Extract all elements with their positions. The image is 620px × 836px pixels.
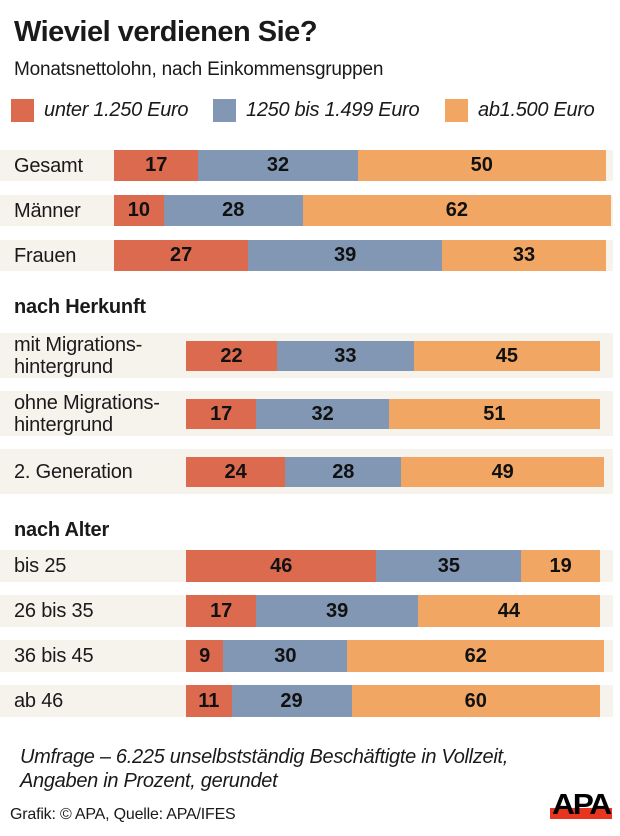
bar-row-ohne-migrationshintergrund: ohne Migrations- hintergrund 17 32 51	[0, 391, 613, 436]
bar-segment-ab-1500: 62	[347, 640, 605, 672]
bar-row-mit-migrationshintergrund: mit Migrations- hintergrund 22 33 45	[0, 333, 613, 378]
apa-logo: APA	[550, 789, 613, 821]
bar-segment-1250-1499: 32	[198, 150, 358, 181]
row-label: 26 bis 35	[14, 600, 94, 622]
bar-segment-ab-1500: 19	[521, 550, 600, 582]
legend-swatch-orange	[445, 98, 468, 122]
bar-segment-ab-1500: 33	[442, 240, 607, 271]
bar-segment-under-1250: 22	[186, 341, 278, 371]
bar-row-26-bis-35: 26 bis 35 17 39 44	[0, 595, 613, 627]
credit-line: Grafik: © APA, Quelle: APA/IFES	[10, 806, 236, 823]
bar-segment-ab-1500: 62	[302, 195, 611, 226]
stacked-bar: 17 32 51	[186, 399, 600, 429]
legend: unter 1.250 Euro 1250 bis 1.499 Euro ab1…	[0, 97, 620, 123]
stacked-bar: 24 28 49	[186, 457, 605, 487]
bar-segment-under-1250: 9	[186, 640, 224, 672]
chart-title: Wieviel verdienen Sie?	[14, 16, 318, 48]
apa-logo-text: APA	[552, 789, 612, 821]
footnote: Umfrage – 6.225 unselbstständig Beschäft…	[20, 746, 509, 792]
row-label: 2. Generation	[14, 460, 133, 483]
legend-label: 1250 bis 1.499 Euro	[246, 98, 420, 121]
bar-segment-under-1250: 11	[186, 685, 232, 717]
bar-segment-under-1250: 17	[114, 150, 199, 181]
row-label: 36 bis 45	[14, 645, 94, 667]
stacked-bar: 11 29 60	[186, 685, 600, 717]
bar-segment-1250-1499: 39	[248, 240, 443, 271]
section-heading-alter: nach Alter	[14, 519, 110, 541]
bar-segment-under-1250: 17	[186, 399, 257, 429]
row-label: Männer	[14, 199, 81, 222]
stacked-bar: 17 32 50	[114, 150, 611, 181]
bar-segment-under-1250: 46	[186, 550, 377, 582]
stacked-bar: 46 35 19	[186, 550, 600, 582]
bar-row-bis-25: bis 25 46 35 19	[0, 550, 613, 582]
row-label: bis 25	[14, 555, 67, 577]
bar-segment-ab-1500: 51	[388, 399, 600, 429]
legend-item-ab-1500: ab1.500 Euro	[445, 97, 595, 123]
bar-segment-1250-1499: 39	[256, 595, 418, 627]
bar-segment-under-1250: 24	[186, 457, 286, 487]
chart-subtitle: Monatsnettolohn, nach Einkommensgruppen	[14, 59, 384, 80]
bar-row-36-bis-45: 36 bis 45 9 30 62	[0, 640, 613, 672]
stacked-bar: 17 39 44	[186, 595, 600, 627]
bar-segment-ab-1500: 50	[357, 150, 607, 181]
row-label: mit Migrations- hintergrund	[14, 333, 143, 378]
apa-logo-red-bar	[550, 808, 612, 819]
bar-row-maenner: Männer 10 28 62	[0, 195, 613, 226]
stacked-bar: 10 28 62	[114, 195, 611, 226]
legend-item-1250-1499: 1250 bis 1.499 Euro	[213, 97, 420, 123]
bar-segment-ab-1500: 45	[413, 341, 600, 371]
bar-segment-1250-1499: 28	[285, 457, 402, 487]
row-label: Gesamt	[14, 154, 83, 177]
bar-row-ab-46: ab 46 11 29 60	[0, 685, 613, 717]
legend-swatch-red	[11, 98, 34, 122]
bar-segment-1250-1499: 33	[277, 341, 414, 371]
bar-row-2-generation: 2. Generation 24 28 49	[0, 449, 613, 494]
row-label: ohne Migrations- hintergrund	[14, 391, 160, 436]
legend-label: unter 1.250 Euro	[44, 98, 189, 121]
bar-segment-1250-1499: 28	[163, 195, 303, 226]
stacked-bar: 9 30 62	[186, 640, 605, 672]
stacked-bar: 27 39 33	[114, 240, 611, 271]
bar-segment-under-1250: 27	[114, 240, 249, 271]
legend-swatch-blue	[213, 98, 236, 122]
bar-row-gesamt: Gesamt 17 32 50	[0, 150, 613, 181]
bar-segment-ab-1500: 44	[417, 595, 600, 627]
legend-item-under-1250: unter 1.250 Euro	[11, 97, 189, 123]
section-heading-herkunft: nach Herkunft	[14, 296, 146, 318]
bar-segment-1250-1499: 32	[256, 399, 389, 429]
bar-segment-1250-1499: 29	[231, 685, 352, 717]
bar-row-frauen: Frauen 27 39 33	[0, 240, 613, 271]
legend-label: ab1.500 Euro	[478, 98, 595, 121]
bar-segment-1250-1499: 35	[376, 550, 522, 582]
row-label: Frauen	[14, 244, 77, 267]
bar-segment-under-1250: 10	[114, 195, 164, 226]
bar-segment-1250-1499: 30	[223, 640, 348, 672]
bar-segment-ab-1500: 49	[401, 457, 605, 487]
bar-segment-under-1250: 17	[186, 595, 257, 627]
stacked-bar: 22 33 45	[186, 341, 600, 371]
bar-segment-ab-1500: 60	[351, 685, 600, 717]
row-label: ab 46	[14, 690, 64, 712]
